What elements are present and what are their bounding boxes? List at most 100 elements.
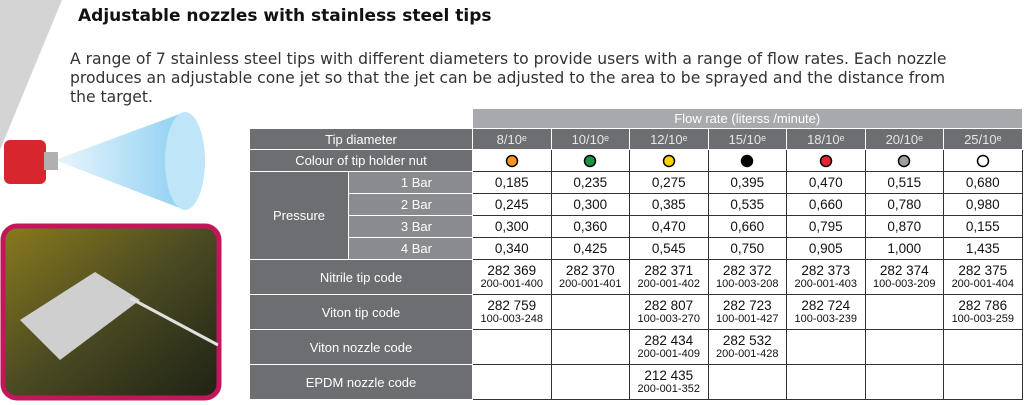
code-reference: 200-001-352: [637, 382, 700, 395]
flow-value: 1,435: [943, 237, 1023, 260]
tip-diameter: 25/10ᵉ: [943, 128, 1023, 150]
code-number: 282 374: [879, 262, 929, 278]
code-reference: 200-001-409: [637, 347, 700, 360]
flow-value: 0,780: [864, 193, 944, 216]
flow-value: 0,245: [472, 193, 552, 216]
flow-value: 0,545: [629, 237, 709, 260]
flow-value: 0,660: [707, 215, 787, 238]
code-row: EPDM nozzle code 212 435 200-001-352: [249, 364, 1023, 400]
nut-dot-icon: [505, 154, 518, 167]
tip-diameter: 20/10ᵉ: [864, 128, 944, 150]
flow-value: 0,750: [707, 237, 787, 260]
nut-dot: [741, 154, 754, 167]
code-reference: 200-001-428: [716, 347, 779, 360]
pressure-sub-label: 1 Bar: [348, 171, 473, 194]
tip-diameter-row: Tip diameter 8/10ᵉ 10/10ᵉ 12/10ᵉ 15/10ᵉ 18/10…: [249, 128, 1023, 150]
corner-triangle: [0, 0, 62, 150]
code-cell: 212 435 200-001-352: [629, 364, 709, 400]
code-number: 282 759: [487, 297, 537, 313]
nozzle-tip: [44, 152, 58, 170]
code-row: Nitrile tip code 282 369 200-001-400 282 37…: [249, 259, 1023, 295]
code-cell: [943, 329, 1023, 365]
code-cell: [786, 364, 866, 400]
nut-dot: [898, 154, 911, 167]
flow-value: 0,515: [864, 171, 944, 194]
code-number: 282 532: [722, 332, 772, 348]
code-number: 282 807: [644, 297, 694, 313]
photo-jet: [129, 296, 219, 347]
code-number: 282 434: [644, 332, 694, 348]
code-reference: 100-003-248: [480, 312, 543, 325]
code-cell: [550, 294, 630, 330]
pressure-row: 4 Bar 0,340 0,425 0,545 0,750 0,905 1,000 1,435: [250, 237, 1023, 260]
flow-value: 0,275: [629, 171, 709, 194]
code-cell: 282 372 100-003-208: [707, 259, 787, 295]
row-label: Viton tip code: [249, 294, 473, 330]
code-reference: 200-001-404: [951, 277, 1014, 290]
row-label: Viton nozzle code: [249, 329, 473, 365]
code-cell: 282 724 100-003-239: [786, 294, 866, 330]
pressure-sub-label: 3 Bar: [348, 215, 473, 238]
flow-value: 0,385: [629, 193, 709, 216]
flow-value: 0,870: [864, 215, 944, 238]
nut-dot: [976, 154, 990, 167]
photo-nozzle: [20, 272, 140, 360]
nut-dot-icon: [976, 154, 990, 167]
code-cell: [864, 364, 944, 400]
flow-value: 0,155: [943, 215, 1023, 238]
code-cell: 282 373 200-001-403: [786, 259, 866, 295]
code-cell: 282 786 100-003-259: [943, 294, 1023, 330]
code-cell: [864, 329, 944, 365]
row-label: Nitrile tip code: [249, 259, 473, 295]
flow-value: 0,535: [707, 193, 787, 216]
code-reference: 200-001-400: [480, 277, 543, 290]
code-number: 282 371: [644, 262, 694, 278]
code-reference: 100-003-209: [873, 277, 936, 290]
code-cell: 282 723 100-001-427: [707, 294, 787, 330]
nut-dot-icon: [741, 154, 754, 167]
code-cell: 282 434 200-001-409: [629, 329, 709, 365]
code-reference: 200-001-403: [794, 277, 857, 290]
nut-dot: [584, 154, 597, 167]
code-cell: 282 369 200-001-400: [472, 259, 552, 295]
nut-colour: [472, 149, 552, 172]
description: A range of 7 stainless steel tips with d…: [70, 50, 947, 106]
code-number: 282 375: [958, 262, 1008, 278]
blank: [249, 108, 473, 129]
nut-dot-icon: [662, 154, 675, 167]
flow-value: 0,185: [472, 171, 552, 194]
nozzle-cap: [4, 140, 46, 184]
code-number: 282 369: [487, 262, 537, 278]
flow-header-row: Flow rate (literss /minute): [249, 108, 1023, 129]
pressure-row: Pressure 1 Bar 0,185 0,235 0,275 0,395 0,470 0,…: [249, 171, 1023, 260]
code-reference: 100-003-208: [716, 277, 779, 290]
pressure-sub-label: 2 Bar: [348, 193, 473, 216]
code-reference: 100-003-270: [637, 312, 700, 325]
nut-colour: [943, 149, 1023, 172]
code-row: Viton nozzle code 282 434 200-001-409 282 5…: [249, 329, 1023, 365]
code-cell: 282 371 200-001-402: [629, 259, 709, 295]
code-cell: 282 807 100-003-270: [629, 294, 709, 330]
pressure-sub-label: 4 Bar: [348, 237, 473, 260]
code-cell: [550, 329, 630, 365]
code-cell: [472, 364, 552, 400]
code-number: 282 372: [722, 262, 772, 278]
spray-cone: [55, 112, 185, 210]
code-cell: [707, 364, 787, 400]
row-label: Tip diameter: [249, 128, 473, 150]
flow-value: 0,340: [472, 237, 552, 260]
nut-colour: [786, 149, 866, 172]
nut-colour: [550, 149, 630, 172]
nut-dot-icon: [898, 154, 911, 167]
nut-dot: [662, 154, 675, 167]
code-reference: 200-001-401: [559, 277, 622, 290]
nut-colour: [864, 149, 944, 172]
pressure-label: Pressure: [249, 171, 349, 260]
flow-value: 0,235: [550, 171, 630, 194]
tip-diameter: 10/10ᵉ: [550, 128, 630, 150]
code-reference: 100-003-259: [951, 312, 1014, 325]
code-row: Viton tip code 282 759 100-003-248 282 807 1…: [249, 294, 1023, 330]
flow-value: 0,980: [943, 193, 1023, 216]
row-label: Colour of tip holder nut: [249, 149, 473, 172]
